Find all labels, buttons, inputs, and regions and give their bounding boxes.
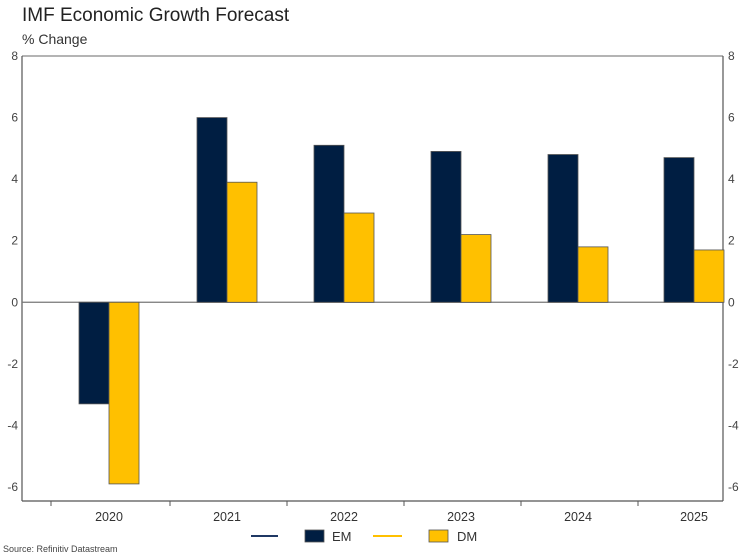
x-tick-label: 2025 [680,510,708,524]
chart-subtitle: % Change [22,31,88,47]
x-tick-label: 2022 [330,510,358,524]
legend: EM DM [251,529,477,544]
source-note: Source: Refinitiv Datastream [3,544,118,554]
y-tick-label-right: -6 [728,480,739,494]
y-tick-label-right: 6 [728,111,735,125]
y-tick-label-left: -4 [7,418,18,432]
bar-em-2023 [430,151,462,303]
y-tick-label-right: -2 [728,357,739,371]
legend-swatch-dm [428,529,449,543]
x-tick-label: 2021 [213,510,241,524]
bar-dm-2021 [226,181,258,303]
y-tick-label-left: -2 [7,357,18,371]
x-tick-label: 2020 [95,510,123,524]
y-tick-label-right: -4 [728,418,739,432]
y-tick-label-left: 8 [11,49,18,63]
bar-em-2025 [663,157,695,303]
y-tick-label-left: 4 [11,172,18,186]
bar-em-2020 [78,301,110,405]
bar-em-2021 [196,117,228,303]
chart-title: IMF Economic Growth Forecast [22,5,290,26]
bar-dm-2024 [577,246,609,303]
y-tick-label-left: -6 [7,480,18,494]
bar-dm-2023 [460,234,492,303]
y-tick-label-right: 4 [728,172,735,186]
legend-swatch-em [304,529,325,543]
y-tick-label-right: 8 [728,49,735,63]
y-tick-label-right: 0 [728,295,735,309]
legend-label-dm: DM [457,529,477,544]
x-tick-label: 2023 [447,510,475,524]
x-tick-label: 2024 [564,510,592,524]
y-tick-label-right: 2 [728,234,735,248]
bars [78,117,725,485]
bar-dm-2025 [693,249,725,303]
legend-label-em: EM [332,529,352,544]
bar-dm-2020 [108,301,140,485]
bar-dm-2022 [343,212,375,303]
y-tick-label-left: 2 [11,234,18,248]
bar-em-2022 [313,144,345,303]
y-tick-label-left: 6 [11,111,18,125]
tick-labels: 8 8 6 6 4 4 2 2 0 0 -2 -2 -4 -4 -6 -6 2020 2021 2022 2023 20… [7,49,739,524]
y-tick-label-left: 0 [11,295,18,309]
bar-em-2024 [547,154,579,303]
